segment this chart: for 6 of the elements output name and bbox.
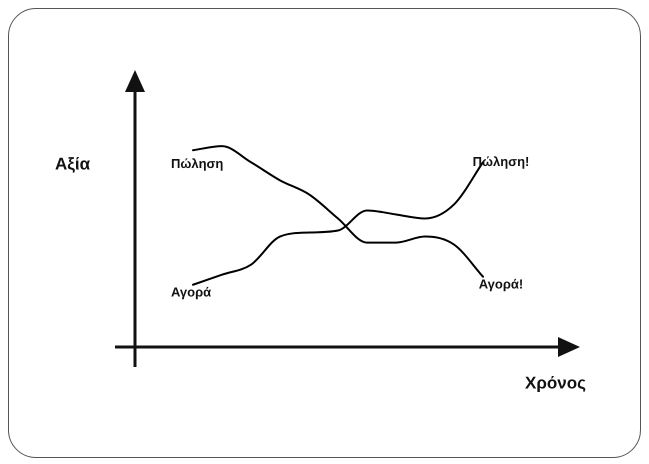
annotation: Αγορά! bbox=[478, 276, 524, 292]
y-axis-title: Αξία bbox=[55, 154, 91, 174]
annotation: Αγορά bbox=[171, 284, 212, 300]
annotation: Πώληση bbox=[171, 156, 224, 171]
x-axis-title: Χρόνος bbox=[525, 374, 586, 393]
annotation: Πώληση! bbox=[472, 154, 530, 169]
